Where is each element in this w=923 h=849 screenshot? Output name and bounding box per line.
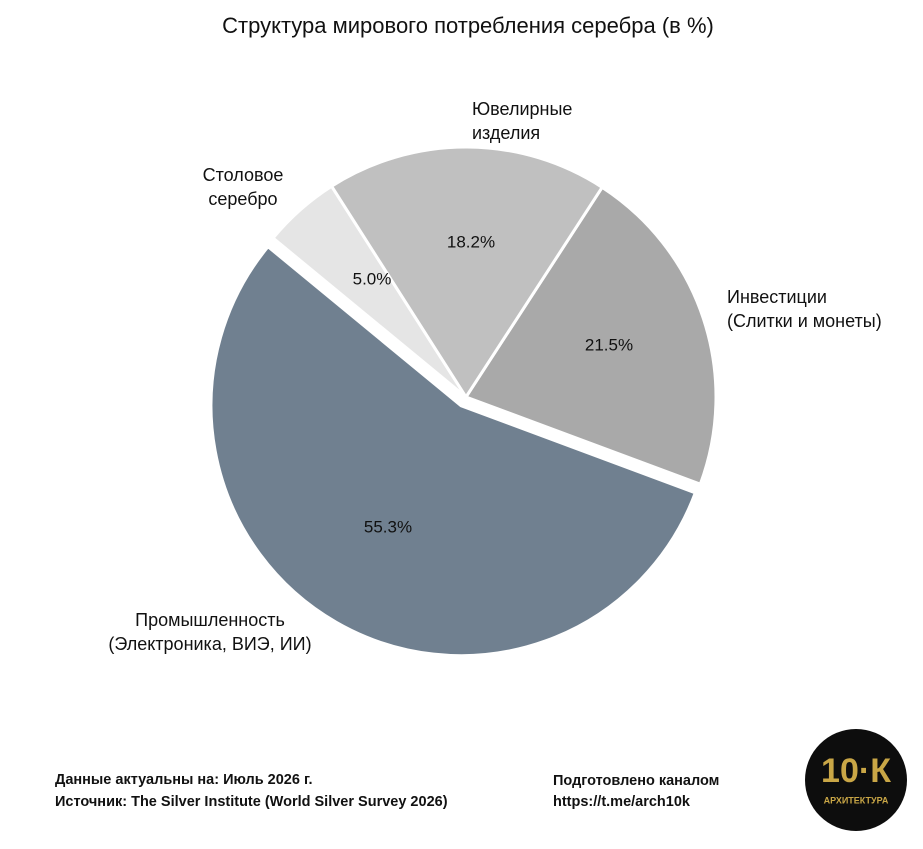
- footer-note: Источник: The Silver Institute (World Si…: [55, 794, 448, 810]
- pie: [209, 145, 718, 658]
- footer-note: https://t.me/arch10k: [553, 794, 691, 810]
- pie-slice: [463, 185, 718, 487]
- category-label: (Слитки и монеты): [727, 311, 882, 331]
- chart-title: Структура мирового потребления серебра (…: [222, 13, 714, 38]
- logo-badge: [805, 729, 907, 831]
- category-label: серебро: [208, 189, 277, 209]
- footer-note: Подготовлено каналом: [553, 773, 719, 789]
- value-label: 18.2%: [447, 232, 495, 251]
- pie-slice: [329, 145, 605, 400]
- logo-text: 10·К: [821, 752, 891, 790]
- category-label: изделия: [472, 123, 540, 143]
- category-label: Инвестиции: [727, 287, 827, 307]
- logo-subtext: АРХИТЕКТУРА: [824, 795, 889, 805]
- category-label: Ювелирные: [472, 99, 572, 119]
- category-label: Промышленность: [135, 610, 285, 630]
- value-label: 55.3%: [364, 517, 412, 536]
- pie-slice: [209, 244, 698, 658]
- category-label: Столовое: [203, 165, 284, 185]
- value-label: 21.5%: [585, 335, 633, 354]
- value-label: 5.0%: [353, 269, 392, 288]
- footer-note: Данные актуальны на: Июль 2026 г.: [55, 772, 313, 788]
- category-label: (Электроника, ВИЭ, ИИ): [108, 634, 311, 654]
